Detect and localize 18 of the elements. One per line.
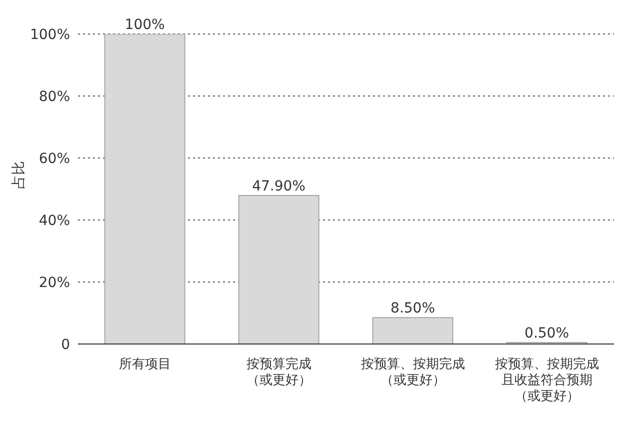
data-label: 100% [124,17,165,33]
data-label: 8.50% [390,300,436,317]
y-tick-label: 0 [61,336,70,353]
data-label: 0.50% [524,325,570,342]
x-tick-label: 按预算、按期完成且收益符合预期（或更好） [495,356,599,404]
x-tick-label: 按预算、按期完成（或更好） [361,356,465,388]
y-tick-label: 100% [30,26,70,43]
y-axis-title: 占比 [10,161,27,189]
y-tick-label: 20% [38,274,70,291]
x-tick-label: 按预算完成（或更好） [246,356,312,388]
y-tick-label: 40% [38,212,70,229]
bar [238,195,320,344]
bar [104,34,186,344]
bar [372,317,454,344]
y-tick-label: 80% [38,88,70,105]
x-tick-label: 所有项目 [119,357,171,372]
y-tick-label: 60% [38,150,70,167]
data-label: 47.90% [252,178,306,195]
